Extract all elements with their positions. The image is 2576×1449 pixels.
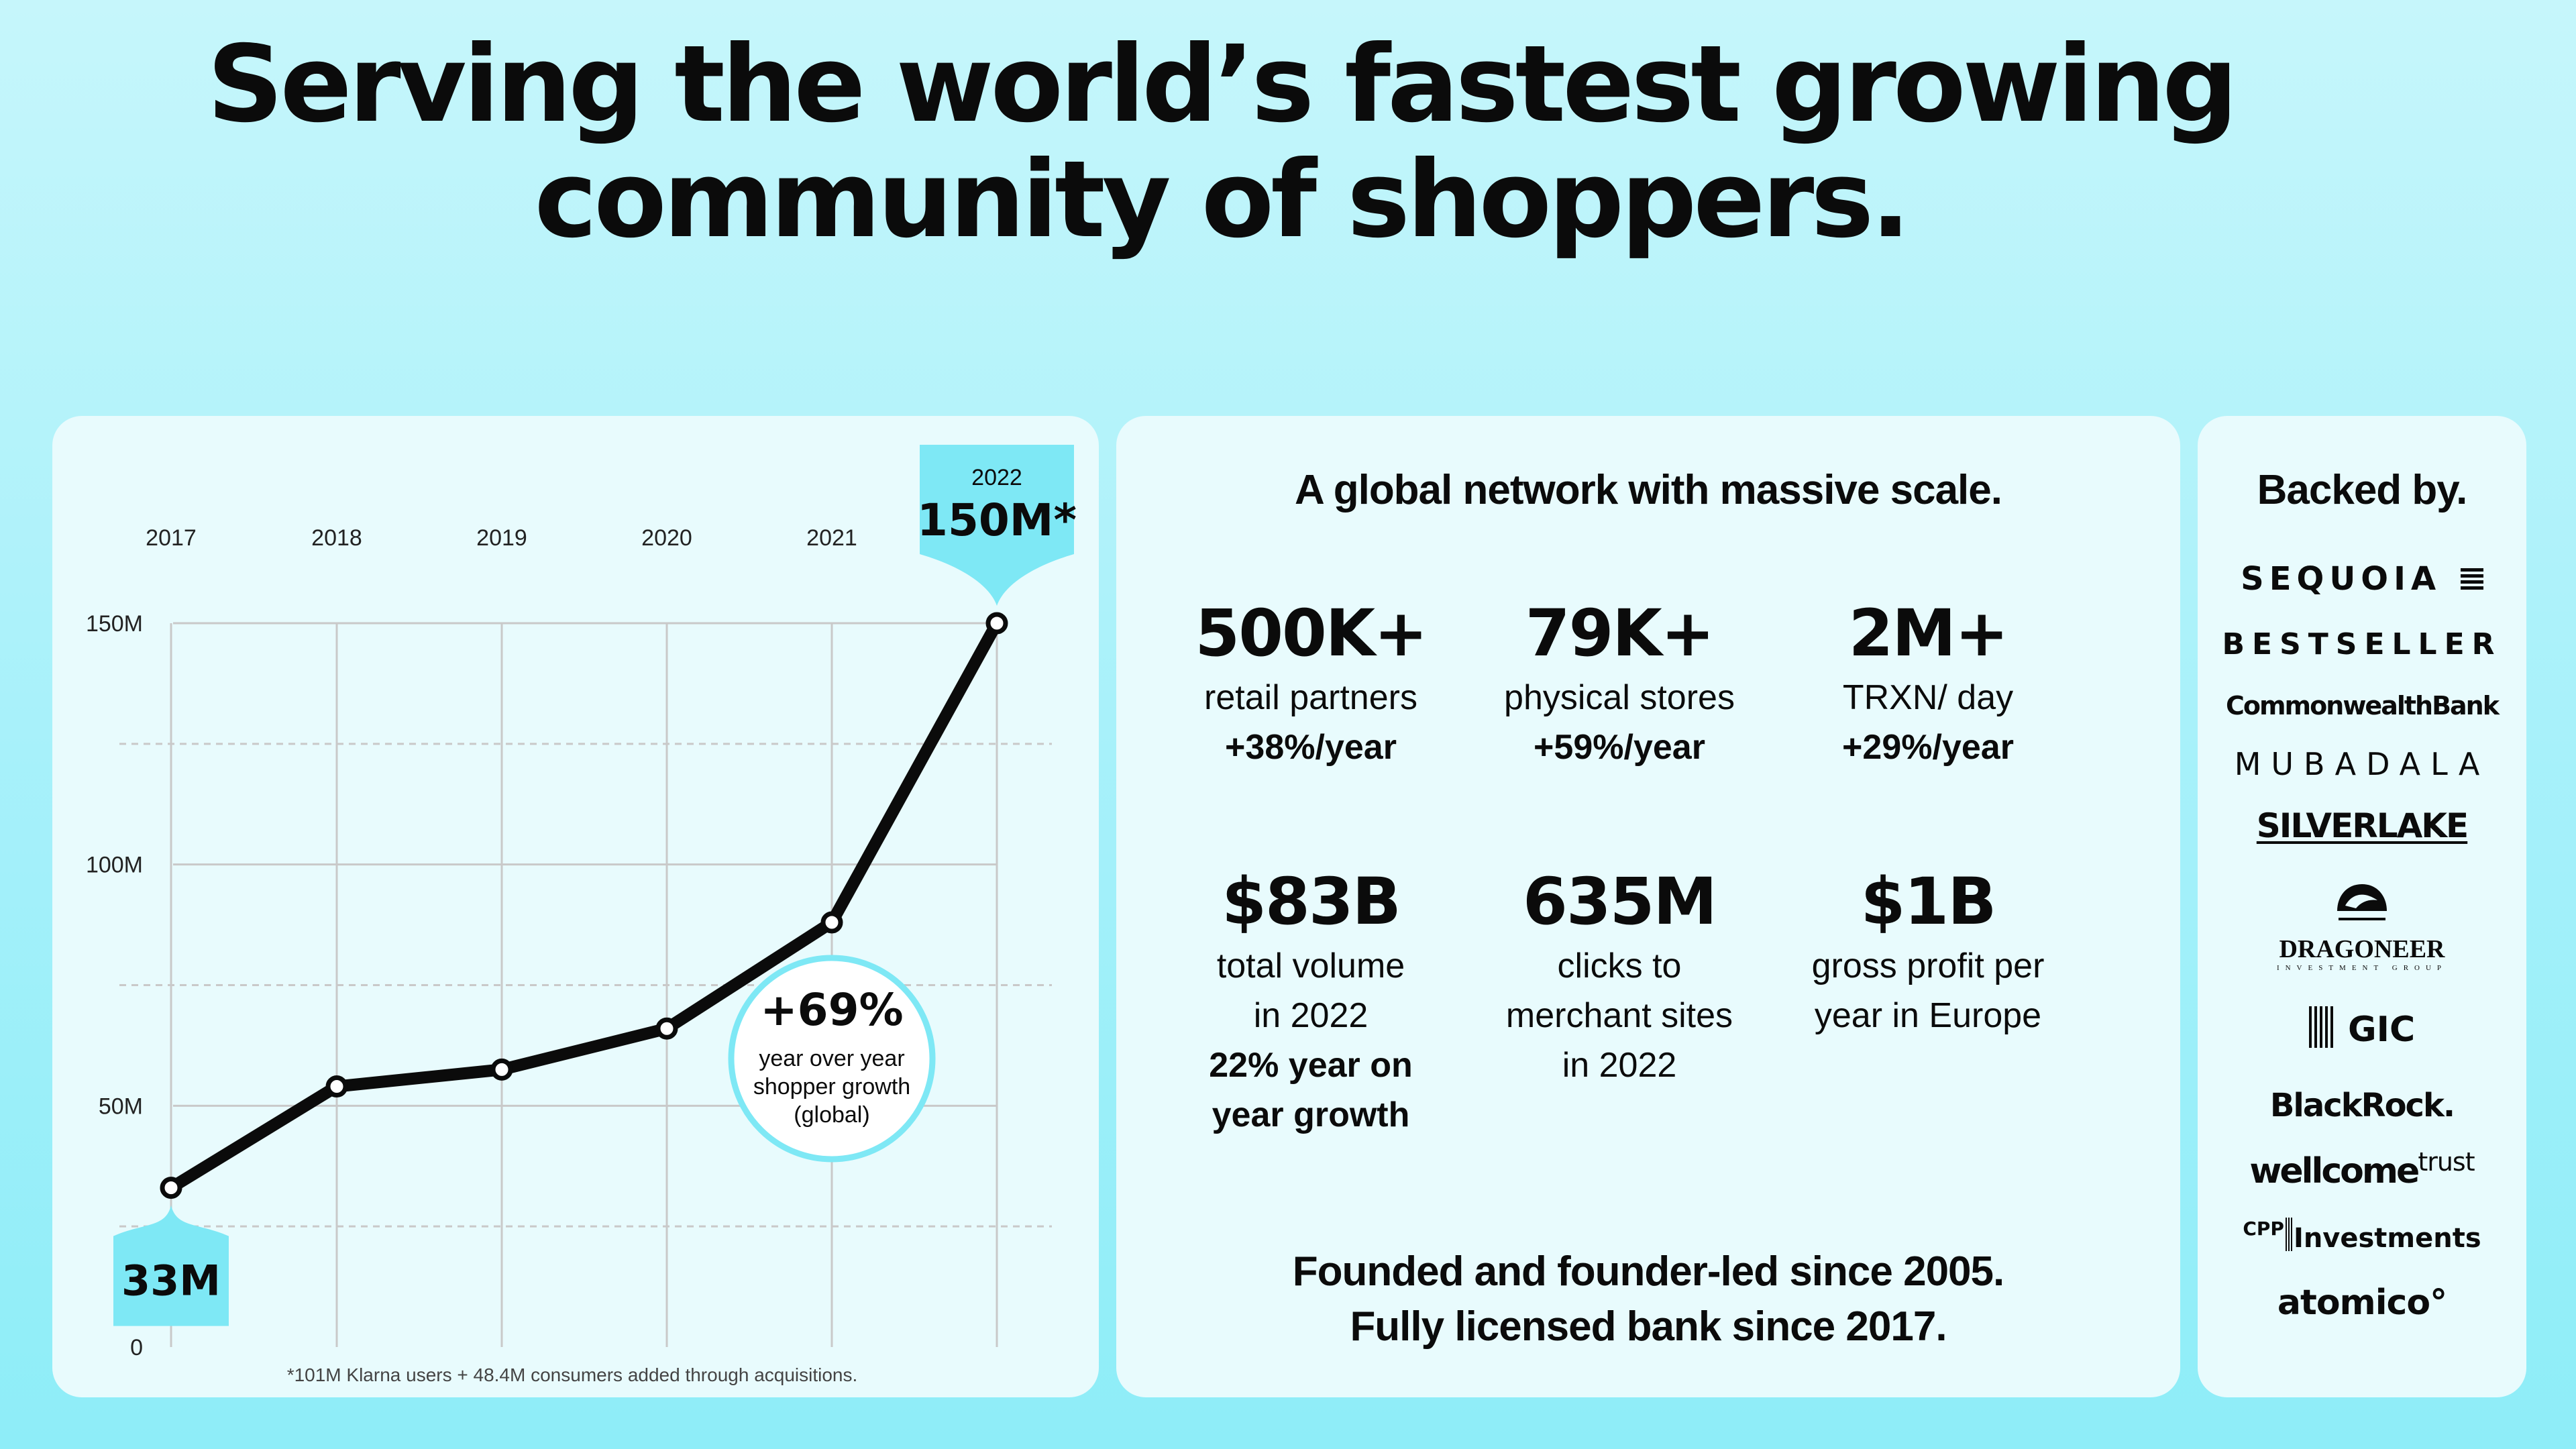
data-point xyxy=(655,1017,678,1040)
stats-title: A global network with massive scale. xyxy=(1295,467,2002,513)
growth-badge-line: (global) xyxy=(794,1102,869,1128)
backers-title: Backed by. xyxy=(2257,467,2468,513)
y-tick-label: 150M xyxy=(86,611,143,637)
stat-label: in 2022 xyxy=(1253,996,1368,1035)
backers-card: Backed by. SEQUOIA BESTSELLER Commonweal… xyxy=(2198,416,2526,1397)
founded-line: Founded and founder-led since 2005. xyxy=(1292,1248,2005,1295)
stat-gross-profit: $1B gross profit per year in Europe xyxy=(1754,862,2102,1040)
x-tick-label: 2017 xyxy=(146,525,197,551)
end-callout-year: 2022 xyxy=(971,465,1022,490)
stat-growth: +38%/year xyxy=(1225,728,1397,767)
start-callout-label: 33M xyxy=(121,1256,221,1305)
stat-value: 2M+ xyxy=(1848,596,2009,671)
cpp-investments-logo: CPP Investments xyxy=(2198,1218,2526,1254)
dragoneer-name: DRAGONEER xyxy=(2279,935,2445,963)
y-tick-label: 0 xyxy=(130,1335,143,1360)
network-stats-card: A global network with massive scale. 500… xyxy=(1116,416,2180,1397)
licensed-line: Fully licensed bank since 2017. xyxy=(1350,1303,1947,1350)
headline: Serving the world’s fastest growing comm… xyxy=(0,27,2442,258)
bestseller-logo: BESTSELLER xyxy=(2222,627,2502,661)
chart-footnote: *101M Klarna users + 48.4M consumers add… xyxy=(287,1364,858,1385)
stat-retail-partners: 500K+ retail partners +38%/year xyxy=(1136,594,1485,772)
growth-badge xyxy=(728,955,936,1163)
growth-badge-line: shopper growth xyxy=(753,1074,910,1099)
stat-label: total volume xyxy=(1216,947,1405,985)
stat-label: physical stores xyxy=(1504,678,1735,717)
gic-logo: GIC xyxy=(2198,1006,2526,1050)
mubadala-logo: MUBADALA xyxy=(2234,746,2490,782)
stat-merchant-clicks: 635M clicks to merchant sites in 2022 xyxy=(1445,862,1794,1090)
dragon-icon xyxy=(2337,884,2387,920)
blackrock-logo: BlackRock. xyxy=(2269,1087,2455,1124)
gic-mark-icon xyxy=(2308,1006,2336,1048)
stat-value: 79K+ xyxy=(1525,596,1715,671)
stat-label: TRXN/ day xyxy=(1842,678,2014,717)
gic-name: GIC xyxy=(2347,1010,2416,1050)
stat-total-volume: $83B total volume in 2022 22% year on ye… xyxy=(1136,862,1485,1140)
headline-line-2: community of shoppers. xyxy=(534,138,1911,262)
sequoia-logo: SEQUOIA xyxy=(2198,560,2526,598)
stat-label: year in Europe xyxy=(1814,996,2042,1035)
growth-badge-line: year over year xyxy=(759,1046,904,1071)
x-tick-label: 2020 xyxy=(641,525,692,551)
start-callout xyxy=(113,1205,229,1326)
series-line xyxy=(165,617,1003,1194)
stat-growth: 22% year on xyxy=(1209,1046,1413,1085)
sequoia-mark-icon xyxy=(2460,568,2483,591)
stat-value: 635M xyxy=(1523,864,1717,939)
data-point xyxy=(490,1058,513,1081)
stat-value: $83B xyxy=(1222,864,1401,939)
y-tick-label: 100M xyxy=(86,853,143,878)
stat-transactions: 2M+ TRXN/ day +29%/year xyxy=(1754,594,2102,772)
stat-label: retail partners xyxy=(1204,678,1417,717)
data-point xyxy=(820,911,843,934)
growth-badge-value: +69% xyxy=(760,984,903,1036)
stat-growth: +59%/year xyxy=(1534,728,1705,767)
stat-growth: +29%/year xyxy=(1842,728,2014,767)
founded-footer: Founded and founder-led since 2005. Full… xyxy=(1116,1244,2180,1354)
x-tick-label: 2021 xyxy=(806,525,857,551)
cpp-name: Investments xyxy=(2293,1223,2481,1254)
wellcome-suffix: trust xyxy=(2418,1147,2475,1177)
shopper-growth-chart: 0 50M 100M 150M 2017 2018 2019 2020 2021 *101M Kl… xyxy=(86,445,1077,1385)
end-callout xyxy=(920,445,1074,606)
y-tick-label: 50M xyxy=(99,1093,143,1119)
stat-label: merchant sites xyxy=(1505,996,1733,1035)
data-point xyxy=(985,612,1008,635)
shopper-growth-chart-card: 0 50M 100M 150M 2017 2018 2019 2020 2021 *101M Kl… xyxy=(52,416,1099,1397)
dragoneer-sub: INVESTMENT GROUP xyxy=(2276,964,2448,972)
stat-label: clicks to xyxy=(1557,947,1682,985)
silverlake-logo: SILVERLAKE xyxy=(2256,806,2469,845)
cpp-prefix: CPP xyxy=(2243,1218,2284,1240)
wellcome-trust-logo: wellcometrust xyxy=(2198,1147,2526,1191)
wellcome-name: wellcome xyxy=(2249,1151,2420,1191)
x-tick-label: 2018 xyxy=(311,525,362,551)
sequoia-name: SEQUOIA xyxy=(2241,560,2442,598)
commonwealth-bank-logo: CommonwealthBank xyxy=(2225,691,2500,720)
stat-value: 500K+ xyxy=(1195,596,1428,671)
stat-label: gross profit per xyxy=(1811,947,2045,985)
data-point xyxy=(325,1075,348,1098)
stat-label: in 2022 xyxy=(1562,1046,1677,1085)
cpp-bars-icon xyxy=(2285,1218,2292,1251)
stat-physical-stores: 79K+ physical stores +59%/year xyxy=(1445,594,1794,772)
data-point xyxy=(160,1177,182,1199)
stat-growth: year growth xyxy=(1212,1095,1410,1134)
end-callout-value: 150M* xyxy=(917,494,1077,546)
stat-value: $1B xyxy=(1860,864,1997,939)
x-tick-label: 2019 xyxy=(476,525,527,551)
atomico-logo: atomico° xyxy=(2277,1283,2447,1323)
dragoneer-logo: DRAGONEER INVESTMENT GROUP xyxy=(2198,879,2526,973)
headline-line-1: Serving the world’s fastest growing xyxy=(207,23,2239,146)
